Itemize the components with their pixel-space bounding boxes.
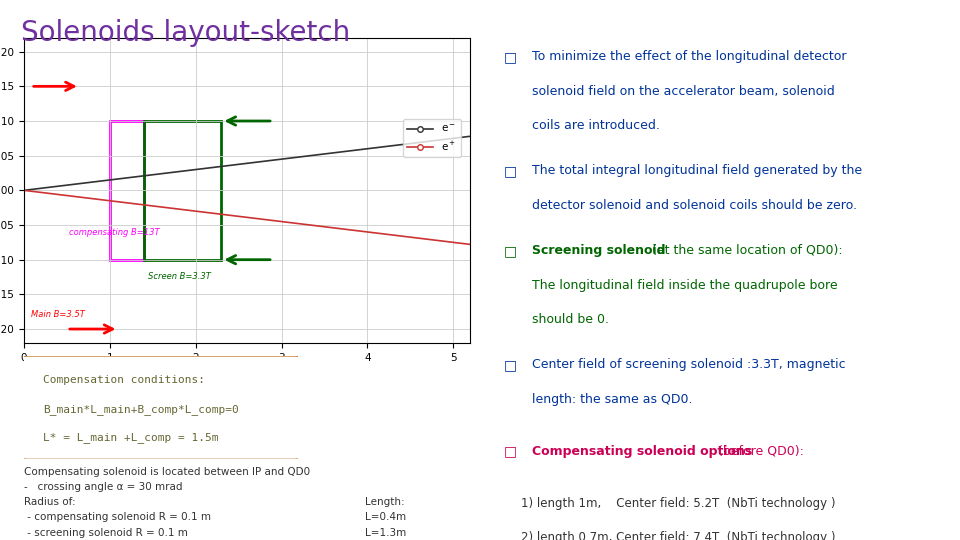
Text: -   crossing angle α = 30 mrad: - crossing angle α = 30 mrad xyxy=(24,482,182,492)
Text: □: □ xyxy=(504,50,517,64)
Legend: e$^-$, e$^+$: e$^-$, e$^+$ xyxy=(403,119,461,157)
Text: L* = L_main +L_comp = 1.5m: L* = L_main +L_comp = 1.5m xyxy=(43,433,219,443)
FancyBboxPatch shape xyxy=(15,355,306,460)
Text: - compensating solenoid R = 0.1 m: - compensating solenoid R = 0.1 m xyxy=(24,512,211,523)
Text: Radius of:: Radius of: xyxy=(24,497,76,508)
Text: Screen B=3.3T: Screen B=3.3T xyxy=(149,272,211,281)
Text: To minimize the effect of the longitudinal detector: To minimize the effect of the longitudin… xyxy=(533,50,847,63)
Text: (at the same location of QD0):: (at the same location of QD0): xyxy=(648,244,843,257)
Text: L=0.4m: L=0.4m xyxy=(365,512,406,523)
Text: Compensating solenoid options: Compensating solenoid options xyxy=(533,444,753,457)
Text: length: the same as QD0.: length: the same as QD0. xyxy=(533,393,693,406)
Text: (before QD0):: (before QD0): xyxy=(714,444,804,457)
Text: Center field of screening solenoid :3.3T, magnetic: Center field of screening solenoid :3.3T… xyxy=(533,358,846,371)
Text: Compensation conditions:: Compensation conditions: xyxy=(43,375,205,385)
Text: Length:: Length: xyxy=(365,497,404,508)
Bar xyxy=(109,121,144,260)
Text: 1) length 1m,    Center field: 5.2T  (NbTi technology ): 1) length 1m, Center field: 5.2T (NbTi t… xyxy=(520,496,835,510)
Text: L=1.3m: L=1.3m xyxy=(365,528,406,538)
Text: coils are introduced.: coils are introduced. xyxy=(533,119,660,132)
Text: □: □ xyxy=(504,444,517,458)
Text: solenoid field on the accelerator beam, solenoid: solenoid field on the accelerator beam, … xyxy=(533,85,835,98)
Bar xyxy=(144,121,222,260)
Text: Screening solenoid: Screening solenoid xyxy=(533,244,666,257)
Text: should be 0.: should be 0. xyxy=(533,313,610,326)
Text: □: □ xyxy=(504,358,517,372)
Text: B_main*L_main+B_comp*L_comp=0: B_main*L_main+B_comp*L_comp=0 xyxy=(43,403,239,415)
Text: The total integral longitudinal field generated by the: The total integral longitudinal field ge… xyxy=(533,164,862,177)
Text: □: □ xyxy=(504,244,517,258)
Text: The longitudinal field inside the quadrupole bore: The longitudinal field inside the quadru… xyxy=(533,279,838,292)
Text: 2) length 0.7m, Center field: 7.4T  (NbTi technology ): 2) length 0.7m, Center field: 7.4T (NbTi… xyxy=(520,531,835,540)
Text: - screening solenoid R = 0.1 m: - screening solenoid R = 0.1 m xyxy=(24,528,188,538)
Text: Compensating solenoid is located between IP and QD0: Compensating solenoid is located between… xyxy=(24,467,310,477)
X-axis label: Z (m): Z (m) xyxy=(231,368,263,378)
Text: compensating B=13T: compensating B=13T xyxy=(69,228,159,238)
Text: detector solenoid and solenoid coils should be zero.: detector solenoid and solenoid coils sho… xyxy=(533,199,857,212)
Text: Main B=3.5T: Main B=3.5T xyxy=(31,310,84,319)
Text: Solenoids layout-sketch: Solenoids layout-sketch xyxy=(21,19,350,47)
FancyBboxPatch shape xyxy=(468,9,960,509)
Text: □: □ xyxy=(504,164,517,178)
